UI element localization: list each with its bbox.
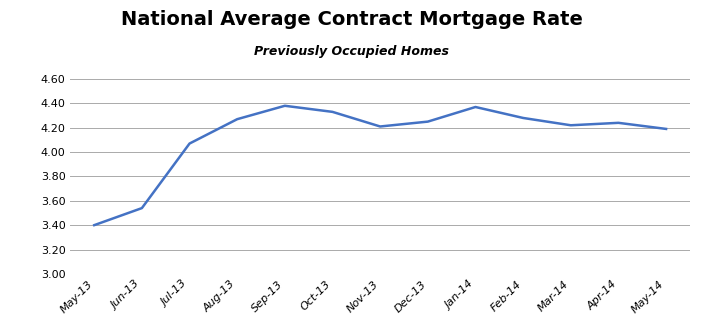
Text: Previously Occupied Homes: Previously Occupied Homes xyxy=(255,45,449,58)
Text: National Average Contract Mortgage Rate: National Average Contract Mortgage Rate xyxy=(121,10,583,29)
